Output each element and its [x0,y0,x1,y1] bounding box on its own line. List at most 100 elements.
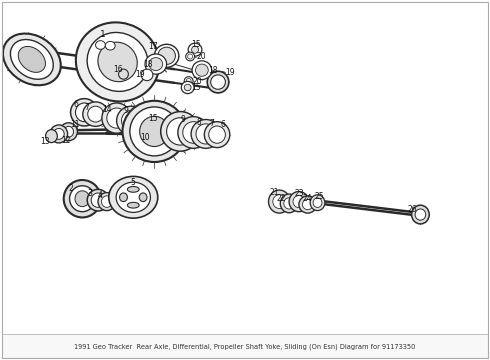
Ellipse shape [75,191,90,207]
Ellipse shape [149,58,163,71]
Text: 14: 14 [102,105,112,114]
Text: 24: 24 [303,194,313,203]
Ellipse shape [75,103,93,122]
Ellipse shape [269,190,290,213]
Text: 15: 15 [191,83,201,92]
Text: 10: 10 [140,133,149,142]
Ellipse shape [313,198,322,207]
Ellipse shape [192,61,212,80]
Ellipse shape [143,120,149,127]
Ellipse shape [310,195,325,211]
Ellipse shape [302,199,313,210]
Ellipse shape [88,106,103,122]
Ellipse shape [284,198,294,209]
Ellipse shape [273,195,286,208]
Ellipse shape [196,124,216,144]
Ellipse shape [209,126,225,143]
Text: 11: 11 [70,120,79,129]
Ellipse shape [204,122,230,148]
Text: 18: 18 [208,66,218,75]
Text: 18: 18 [143,60,153,69]
Ellipse shape [299,196,317,213]
Ellipse shape [46,130,57,143]
Text: 15: 15 [191,40,201,49]
Text: 8: 8 [196,118,201,127]
Ellipse shape [10,40,53,79]
Text: 13: 13 [40,137,50,146]
Text: 20: 20 [196,52,206,61]
Ellipse shape [76,22,159,102]
Ellipse shape [53,129,64,139]
Ellipse shape [64,126,74,137]
Text: 26: 26 [408,205,417,214]
Ellipse shape [154,44,179,67]
Ellipse shape [186,52,195,61]
Ellipse shape [122,101,186,162]
Ellipse shape [188,43,202,56]
Text: 19: 19 [225,68,235,77]
Text: 6: 6 [74,100,78,109]
Text: 4: 4 [98,192,103,200]
Text: 7: 7 [84,103,89,112]
Ellipse shape [207,71,229,93]
Ellipse shape [116,182,150,212]
Text: 21: 21 [270,188,279,197]
Ellipse shape [188,54,193,59]
Text: 9: 9 [124,107,129,116]
Ellipse shape [96,41,105,49]
Ellipse shape [83,102,108,126]
Ellipse shape [50,125,68,143]
Ellipse shape [186,78,191,84]
Ellipse shape [87,189,109,211]
Ellipse shape [122,111,141,131]
Text: 2: 2 [69,184,74,193]
Ellipse shape [280,194,298,213]
Ellipse shape [64,180,101,217]
Text: 1991 Geo Tracker  Rear Axle, Differential, Propeller Shaft Yoke, Sliding (On Esn: 1991 Geo Tracker Rear Axle, Differential… [74,343,416,350]
Ellipse shape [211,75,225,89]
Ellipse shape [289,192,309,212]
Ellipse shape [412,205,429,224]
Text: 15: 15 [148,114,158,123]
Bar [2,334,488,358]
Ellipse shape [191,120,220,148]
Ellipse shape [140,117,152,129]
Text: 7: 7 [209,119,214,128]
Ellipse shape [107,108,126,128]
Ellipse shape [60,123,77,141]
Ellipse shape [71,99,98,126]
Ellipse shape [158,47,175,64]
Text: 20: 20 [193,77,202,86]
Text: 5: 5 [131,179,136,188]
Text: 3: 3 [87,189,92,198]
Text: 25: 25 [315,192,324,201]
Text: 17: 17 [148,42,158,51]
Ellipse shape [293,195,305,208]
Text: 9: 9 [181,115,186,124]
Ellipse shape [161,112,200,151]
Text: 6: 6 [220,120,225,129]
Ellipse shape [109,176,158,218]
Ellipse shape [127,202,139,208]
Text: 22: 22 [276,194,286,203]
Ellipse shape [98,193,116,211]
Ellipse shape [141,69,153,81]
Ellipse shape [105,41,115,50]
Ellipse shape [119,69,128,79]
Text: 19: 19 [135,71,145,80]
Ellipse shape [120,193,127,202]
Ellipse shape [184,77,193,85]
Ellipse shape [91,193,105,207]
Ellipse shape [415,209,426,220]
Ellipse shape [196,64,208,76]
Ellipse shape [139,193,147,202]
Ellipse shape [101,196,112,207]
Ellipse shape [127,186,139,192]
Ellipse shape [130,107,179,156]
Ellipse shape [87,32,148,91]
Text: 23: 23 [294,189,304,198]
Ellipse shape [140,116,169,147]
Ellipse shape [181,81,194,94]
Text: 1: 1 [100,30,106,39]
Ellipse shape [102,103,131,133]
